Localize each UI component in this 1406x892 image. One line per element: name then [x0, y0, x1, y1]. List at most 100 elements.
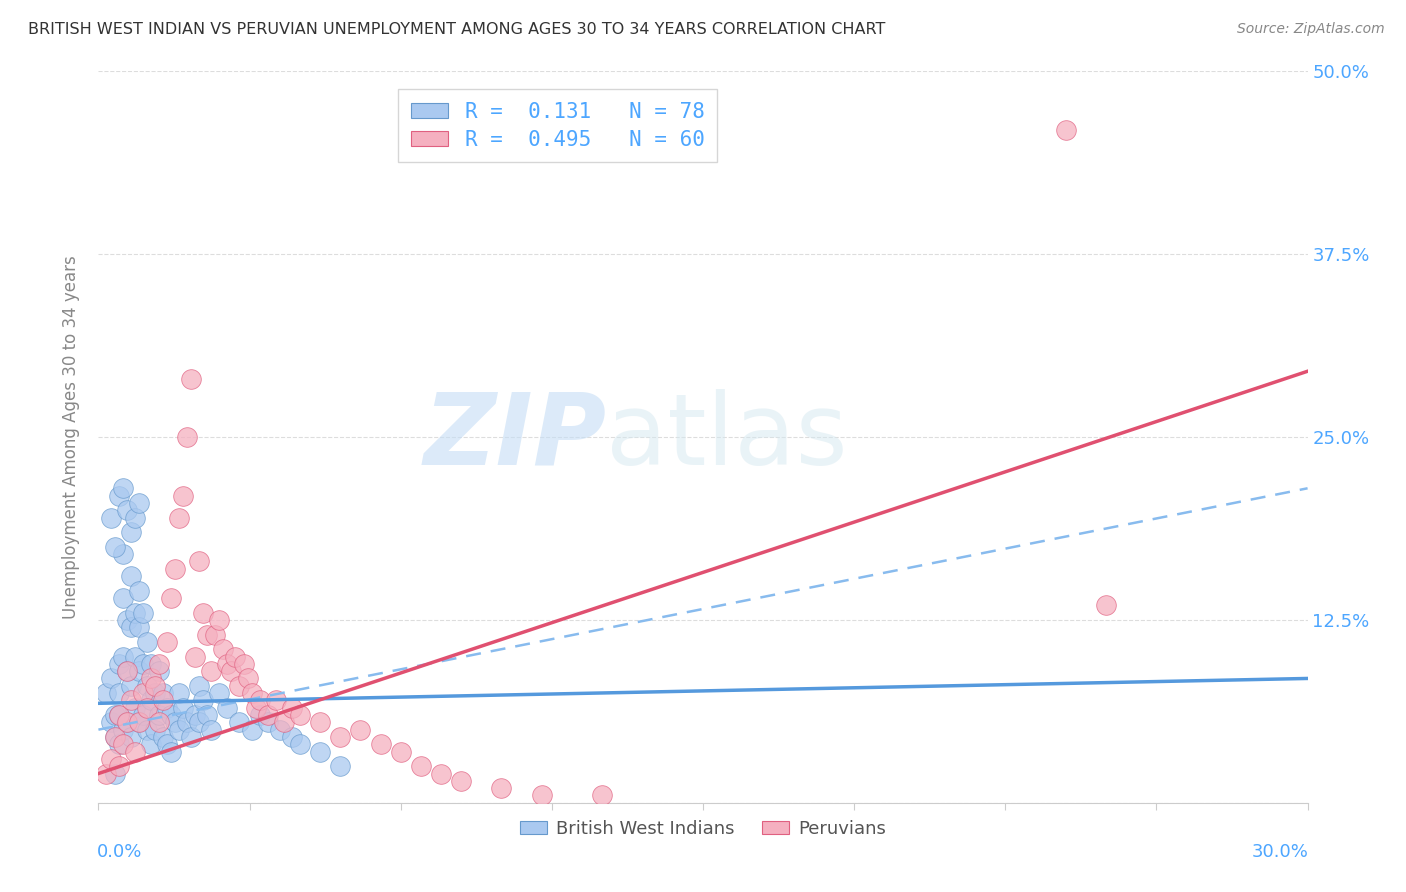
Point	[188, 554, 211, 568]
Point	[132, 606, 155, 620]
Point	[212, 642, 235, 657]
Point	[200, 664, 222, 678]
Point	[103, 730, 125, 744]
Point	[103, 766, 125, 780]
Point	[184, 708, 207, 723]
Point	[208, 613, 231, 627]
Point	[128, 715, 150, 730]
Point	[100, 715, 122, 730]
Point	[115, 503, 138, 517]
Point	[132, 686, 155, 700]
Point	[184, 649, 207, 664]
Point	[152, 730, 174, 744]
Point	[143, 686, 166, 700]
Point	[195, 708, 218, 723]
Point	[139, 737, 162, 751]
Point	[193, 606, 215, 620]
Point	[115, 715, 138, 730]
Point	[156, 737, 179, 751]
Point	[152, 686, 174, 700]
Point	[111, 481, 134, 495]
Point	[217, 657, 239, 671]
Point	[281, 700, 304, 714]
Point	[107, 686, 129, 700]
Point	[195, 627, 218, 641]
Point	[389, 745, 412, 759]
Point	[103, 708, 125, 723]
Point	[180, 730, 202, 744]
Point	[120, 679, 142, 693]
Point	[228, 715, 250, 730]
Point	[193, 693, 215, 707]
Point	[156, 700, 179, 714]
Point	[249, 693, 271, 707]
Point	[128, 496, 150, 510]
Point	[148, 708, 170, 723]
Point	[128, 715, 150, 730]
Point	[115, 664, 138, 678]
Text: atlas: atlas	[606, 389, 848, 485]
Point	[204, 627, 226, 641]
Point	[221, 664, 243, 678]
Point	[128, 664, 150, 678]
Point	[160, 591, 183, 605]
Point	[256, 708, 278, 723]
Point	[120, 525, 142, 540]
Point	[107, 737, 129, 751]
Point	[156, 635, 179, 649]
Point	[172, 489, 194, 503]
Point	[124, 510, 146, 524]
Point	[224, 649, 246, 664]
Point	[240, 723, 263, 737]
Point	[148, 715, 170, 730]
Point	[107, 657, 129, 671]
Point	[167, 510, 190, 524]
Text: BRITISH WEST INDIAN VS PERUVIAN UNEMPLOYMENT AMONG AGES 30 TO 34 YEARS CORRELATI: BRITISH WEST INDIAN VS PERUVIAN UNEMPLOY…	[28, 22, 886, 37]
Point	[120, 620, 142, 634]
Point	[264, 693, 287, 707]
Point	[1095, 599, 1118, 613]
Point	[143, 679, 166, 693]
Point	[288, 708, 311, 723]
Point	[450, 773, 472, 788]
Point	[160, 745, 183, 759]
Point	[256, 715, 278, 730]
Point	[409, 759, 432, 773]
Point	[111, 723, 134, 737]
Point	[228, 679, 250, 693]
Point	[163, 562, 186, 576]
Point	[107, 489, 129, 503]
Point	[132, 708, 155, 723]
Point	[273, 715, 295, 730]
Point	[148, 657, 170, 671]
Point	[139, 657, 162, 671]
Point	[309, 745, 332, 759]
Point	[128, 583, 150, 598]
Point	[132, 657, 155, 671]
Point	[135, 700, 157, 714]
Point	[148, 664, 170, 678]
Point	[152, 693, 174, 707]
Point	[111, 591, 134, 605]
Point	[530, 789, 553, 803]
Point	[163, 715, 186, 730]
Point	[135, 723, 157, 737]
Point	[139, 672, 162, 686]
Point	[107, 708, 129, 723]
Point	[288, 737, 311, 751]
Point	[370, 737, 392, 751]
Point	[167, 686, 190, 700]
Point	[180, 371, 202, 385]
Point	[124, 649, 146, 664]
Point	[200, 723, 222, 737]
Point	[208, 686, 231, 700]
Y-axis label: Unemployment Among Ages 30 to 34 years: Unemployment Among Ages 30 to 34 years	[62, 255, 80, 619]
Point	[103, 730, 125, 744]
Point	[107, 759, 129, 773]
Point	[249, 708, 271, 723]
Point	[100, 752, 122, 766]
Point	[124, 745, 146, 759]
Point	[100, 510, 122, 524]
Point	[236, 672, 259, 686]
Point	[245, 700, 267, 714]
